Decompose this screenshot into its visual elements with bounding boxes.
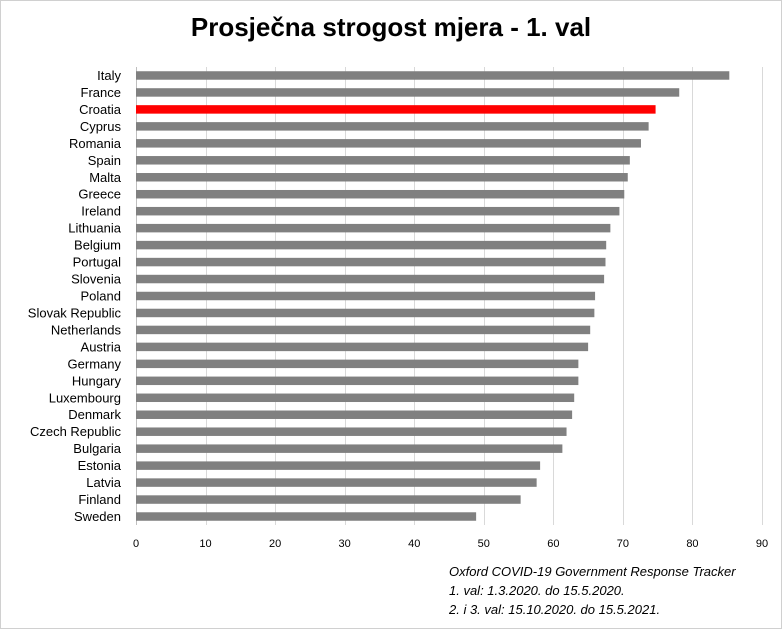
x-tick-label: 70 xyxy=(617,538,629,550)
category-label: Ireland xyxy=(81,204,121,219)
category-label: Belgium xyxy=(74,238,121,253)
category-label: Sweden xyxy=(74,509,121,524)
chart-title: Prosječna strogost mjera - 1. val xyxy=(190,12,592,42)
category-label: Romania xyxy=(69,136,122,151)
x-tick-label: 90 xyxy=(756,538,768,550)
category-label: Italy xyxy=(97,68,121,83)
category-label: Finland xyxy=(78,492,121,507)
bar-malta xyxy=(136,173,628,182)
bar-belgium xyxy=(136,240,607,250)
bar-lithuania xyxy=(136,223,611,233)
category-label: Slovak Republic xyxy=(28,305,122,320)
category-label: Austria xyxy=(81,339,122,354)
category-label: Slovenia xyxy=(71,272,122,287)
bar-sweden xyxy=(136,512,477,521)
category-label: Portugal xyxy=(73,255,122,270)
bar-estonia xyxy=(136,461,541,470)
category-label: Germany xyxy=(68,356,122,371)
bar-romania xyxy=(136,139,641,148)
category-label: Greece xyxy=(78,187,121,202)
category-label: Bulgaria xyxy=(73,441,121,456)
bar-croatia xyxy=(136,105,656,114)
category-label: Cyprus xyxy=(80,119,122,134)
x-tick-label: 20 xyxy=(269,538,281,550)
bar-greece xyxy=(136,189,625,199)
bar-cyprus xyxy=(136,122,649,131)
x-tick-label: 10 xyxy=(199,538,211,550)
bar-finland xyxy=(136,495,521,504)
bar-ireland xyxy=(136,206,620,216)
x-tick-label: 40 xyxy=(408,538,420,550)
category-label: Czech Republic xyxy=(30,424,122,439)
bar-poland xyxy=(136,291,596,301)
category-label: Croatia xyxy=(79,102,122,117)
bar-france xyxy=(136,88,680,97)
x-tick-label: 50 xyxy=(478,538,490,550)
bar-italy xyxy=(136,71,730,80)
bar-austria xyxy=(136,342,589,352)
category-label: Lithuania xyxy=(68,221,122,236)
category-label: Denmark xyxy=(68,407,121,422)
category-label: France xyxy=(81,85,121,100)
category-label: Spain xyxy=(88,153,121,168)
bar-slovenia xyxy=(136,274,605,284)
category-label: Estonia xyxy=(78,458,122,473)
category-label: Latvia xyxy=(86,475,121,490)
category-label: Luxembourg xyxy=(49,390,121,405)
bar-slovak-republic xyxy=(136,308,595,318)
bar-czech-republic xyxy=(136,427,567,436)
bar-latvia xyxy=(136,478,537,487)
x-tick-label: 60 xyxy=(547,538,559,550)
source-note: Oxford COVID-19 Government Response Trac… xyxy=(449,562,736,619)
bar-luxembourg xyxy=(136,393,575,403)
x-tick-label: 0 xyxy=(133,538,139,550)
x-tick-label: 80 xyxy=(686,538,698,550)
bar-spain xyxy=(136,156,630,165)
category-label: Poland xyxy=(81,289,121,304)
category-label: Netherlands xyxy=(51,322,122,337)
category-label: Hungary xyxy=(72,373,122,388)
bar-netherlands xyxy=(136,325,591,335)
bar-hungary xyxy=(136,376,579,386)
source-line-2: 1. val: 1.3.2020. do 15.5.2020. xyxy=(449,583,625,598)
source-line-3: 2. i 3. val: 15.10.2020. do 15.5.2021. xyxy=(449,602,661,617)
bar-portugal xyxy=(136,257,606,267)
bar-denmark xyxy=(136,410,573,419)
source-line-1: Oxford COVID-19 Government Response Trac… xyxy=(449,564,736,579)
bar-bulgaria xyxy=(136,444,563,453)
bar-germany xyxy=(136,359,579,369)
category-label: Malta xyxy=(89,170,122,185)
x-tick-label: 30 xyxy=(339,538,351,550)
